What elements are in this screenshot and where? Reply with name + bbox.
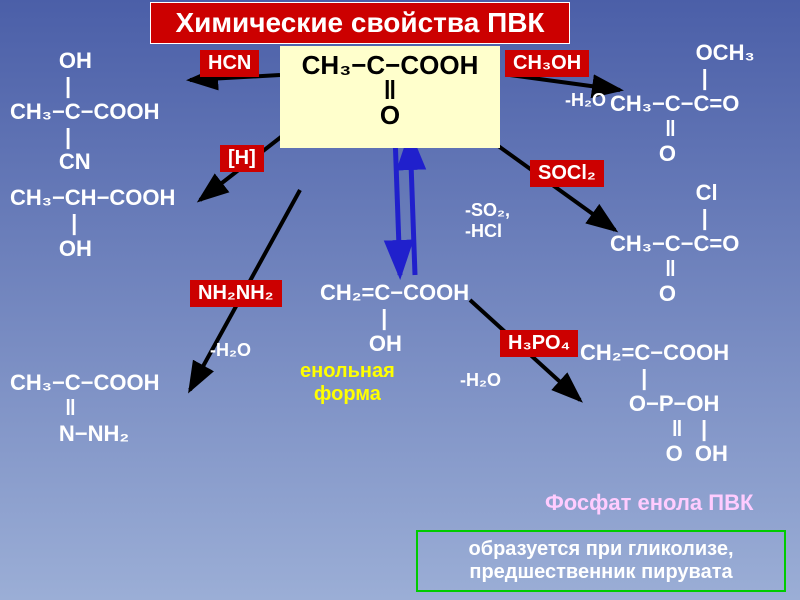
product-enol: CH₂=C−COOH | OH — [320, 280, 469, 356]
glycolysis-line2: предшественник пирувата — [469, 561, 732, 583]
reagent-nh2nh2: NH₂NH₂ — [190, 280, 282, 307]
byproduct-so2: -SO₂, — [465, 200, 510, 220]
reagent-h: [H] — [220, 145, 264, 172]
byproduct-h2o-2: -H₂O — [210, 340, 251, 361]
glycolysis-line1: образуется при гликолизе, — [469, 538, 734, 560]
product-h: CH₃−CH−COOH | OH — [10, 185, 175, 261]
byproduct-so2-hcl: -SO₂, -HCl — [465, 200, 510, 242]
reagent-hcn: HCN — [200, 50, 259, 77]
center-line2: O — [380, 100, 400, 130]
label-enol-form: енольная форма — [300, 360, 395, 406]
product-socl2: Cl | CH₃−C−C=O ‖ O — [610, 180, 739, 306]
reagent-ch3oh: CH₃OH — [505, 50, 589, 77]
byproduct-h2o-3: -H₂O — [460, 370, 501, 391]
product-hcn: OH | CH₃−C−COOH | CN — [10, 48, 160, 174]
product-nh2nh2: CH₃−C−COOH ‖ N−NH₂ — [10, 370, 160, 446]
diagram-title: Химические свойства ПВК — [150, 2, 570, 44]
reagent-h3po4: H₃PO₄ — [500, 330, 578, 357]
reagent-socl2: SOCl₂ — [530, 160, 604, 187]
center-compound: CH₃−C−COOH ‖ O — [280, 46, 500, 148]
product-h3po4: CH₂=C−COOH | O−P−OH ‖ | O OH — [580, 340, 729, 466]
byproduct-h2o-1: -H₂O — [565, 90, 606, 111]
byproduct-hcl: -HCl — [465, 221, 502, 241]
product-ch3oh: OCH₃ | CH₃−C−C=O ‖ O — [610, 40, 755, 166]
glycolysis-note: образуется при гликолизе, предшественник… — [416, 530, 786, 592]
label-phosphate: Фосфат енола ПВК — [545, 490, 753, 516]
